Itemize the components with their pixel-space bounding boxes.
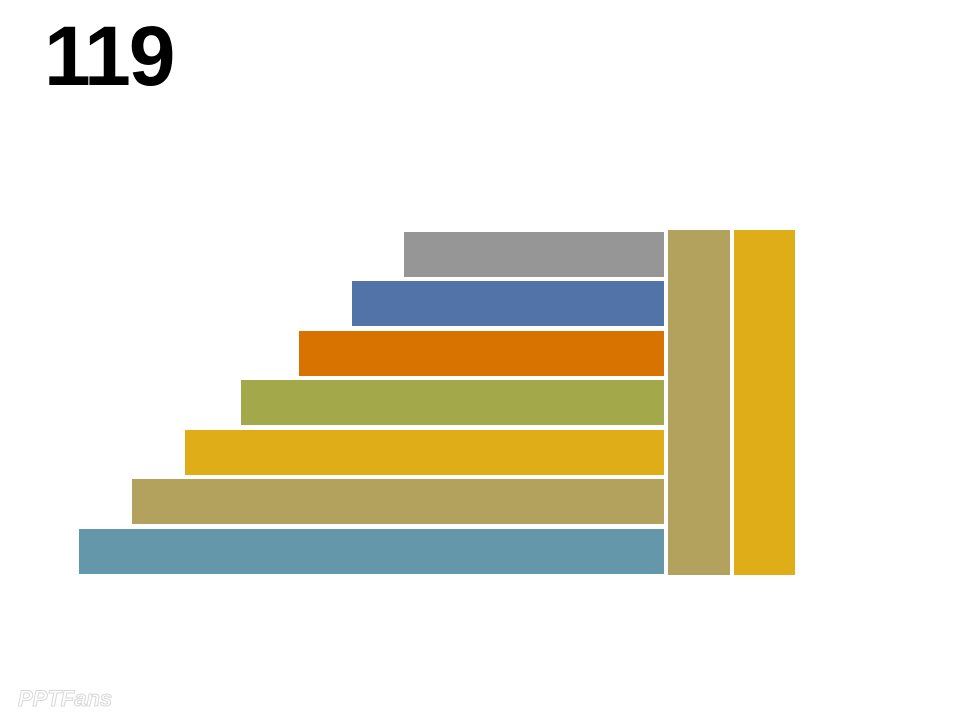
- step-bar: [299, 331, 664, 376]
- step-bar: [79, 529, 664, 574]
- step-bar: [241, 380, 664, 425]
- step-bar: [404, 232, 664, 277]
- watermark: PPTFans: [17, 686, 113, 711]
- step-bar: [185, 430, 664, 475]
- step-bar: [352, 281, 664, 326]
- slide-title: 119: [44, 9, 176, 103]
- column-bar: [668, 230, 730, 575]
- column-bar: [734, 230, 795, 575]
- step-bar: [132, 479, 664, 524]
